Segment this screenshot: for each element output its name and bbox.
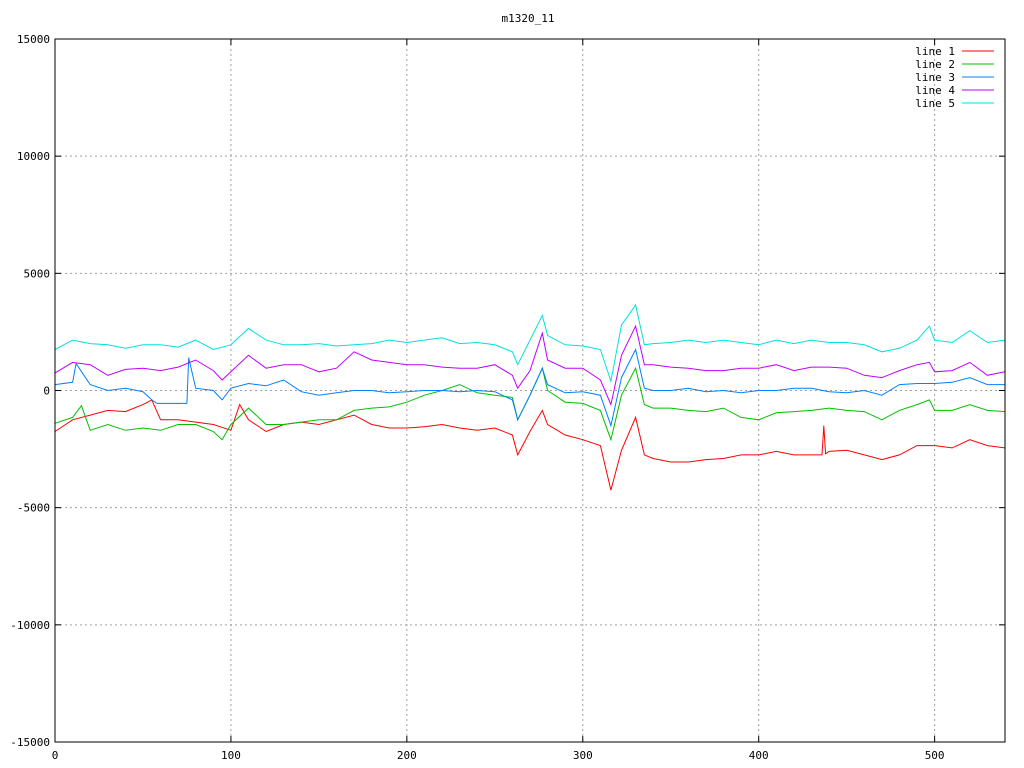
plot-frame <box>54 38 1006 743</box>
legend-label: line 4 <box>915 84 955 97</box>
y-tick-label: 15000 <box>17 33 50 46</box>
series-group <box>54 303 1006 491</box>
y-tick-label: 0 <box>43 385 50 398</box>
axis-ticks: 0 100 200 300 400 500 -15000 -10000 -5000 0 5000 10… <box>10 33 1005 762</box>
legend-label: line 5 <box>915 97 955 110</box>
x-tick-label: 300 <box>573 749 593 762</box>
series-line-3 <box>54 348 1005 428</box>
y-tick-label: -10000 <box>10 619 50 632</box>
series-line-1 <box>54 399 1006 491</box>
legend-label: line 2 <box>915 58 955 71</box>
x-tick-label: 100 <box>221 749 241 762</box>
chart-title: m1320_11 <box>502 12 555 25</box>
x-tick-label: 0 <box>52 749 59 762</box>
legend-label: line 3 <box>915 71 955 84</box>
series-line-5 <box>54 303 1006 384</box>
x-tick-label: 200 <box>397 749 417 762</box>
series-line-4 <box>54 324 1006 407</box>
y-tick-label: 5000 <box>24 267 51 280</box>
y-tick-label: 10000 <box>17 150 50 163</box>
legend-label: line 1 <box>915 45 955 58</box>
y-tick-label: -15000 <box>10 736 50 749</box>
x-tick-label: 400 <box>749 749 769 762</box>
x-tick-label: 500 <box>925 749 945 762</box>
y-tick-label: -5000 <box>17 502 50 515</box>
